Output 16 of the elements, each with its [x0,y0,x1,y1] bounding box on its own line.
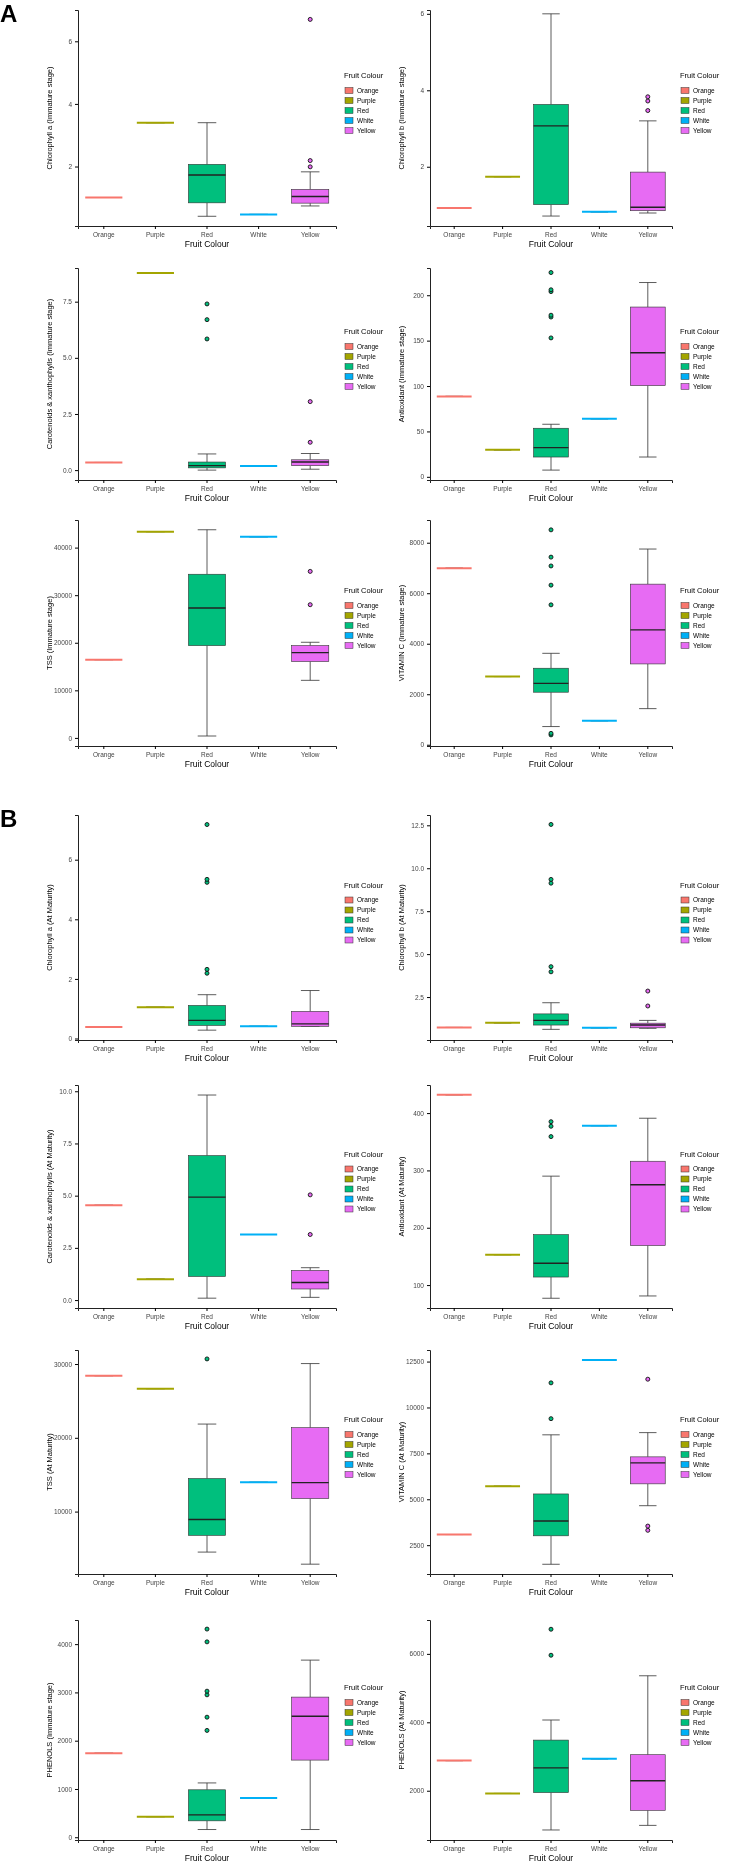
x-axis-title: Fruit Colour [184,1853,230,1863]
x-axis-title: Fruit Colour [184,1321,230,1331]
x-axis-title: Fruit Colour [184,759,230,769]
x-axis-title: Fruit Colour [184,1587,230,1597]
x-axis-title: Fruit Colour [528,759,574,769]
x-axis-title: Fruit Colour [184,493,230,503]
x-axis-title: Fruit Colour [528,493,574,503]
x-axis-title: Fruit Colour [528,1853,574,1863]
text: B [0,805,18,832]
x-axis-title: Fruit Colour [528,1587,574,1597]
x-axis-title: Fruit Colour [528,1053,574,1063]
x-axis-title: Fruit Colour [184,1053,230,1063]
x-axis-title: Fruit Colour [528,1321,574,1331]
x-axis-title: Fruit Colour [184,239,230,249]
text: A [0,0,18,27]
x-axis-title: Fruit Colour [528,239,574,249]
